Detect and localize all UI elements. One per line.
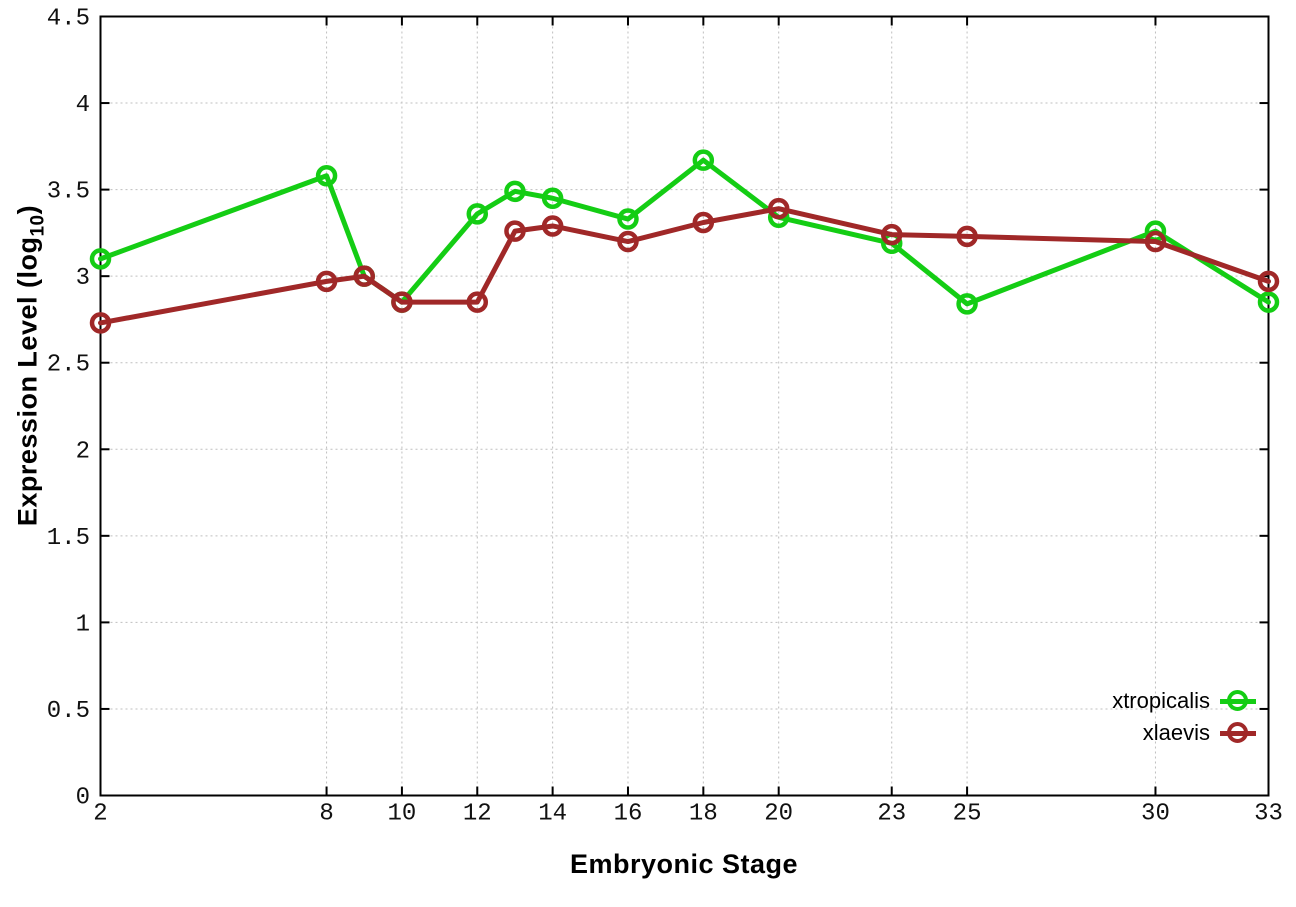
xtropicalis-line (98, 157, 1271, 307)
y-tick-label: 3.5 (47, 179, 90, 206)
x-tick-label: 18 (689, 801, 718, 828)
xtropicalis-point (89, 248, 112, 270)
x-tick-label: 23 (877, 801, 906, 828)
xlaevis-point (956, 225, 978, 248)
xlaevis-point (466, 291, 489, 313)
xlaevis-point (504, 220, 526, 242)
y-tick-label: 1.5 (47, 525, 90, 552)
legend-label-xtropicalis: xtropicalis (1112, 688, 1210, 713)
xlaevis-line-marker-icon (1220, 722, 1256, 744)
legend-label-xlaevis: xlaevis (1142, 720, 1210, 745)
x-tick-label: 30 (1141, 801, 1170, 828)
y-axis-title-main: Expression Level (log (12, 236, 43, 527)
y-tick-label: 4.5 (47, 6, 90, 33)
xlaevis-point (1257, 270, 1280, 293)
xlaevis-point (880, 223, 903, 246)
x-tick-label: 12 (463, 801, 492, 828)
y-axis-title: Expression Level (log10) (12, 66, 49, 666)
x-tick-label: 33 (1254, 801, 1283, 828)
x-tick-label: 25 (953, 801, 982, 828)
xtropicalis-point (692, 149, 715, 171)
y-tick-label: 0.5 (47, 698, 90, 725)
xtropicalis-point (956, 293, 978, 315)
y-tick-label: 0 (76, 785, 90, 812)
xlaevis-point (617, 230, 639, 253)
xlaevis-point (391, 291, 413, 313)
xlaevis-point (541, 215, 564, 237)
x-tick-label: 20 (764, 801, 793, 828)
x-tick-label: 2 (93, 801, 107, 828)
legend-entry-xlaevis: xlaevis (1112, 717, 1256, 749)
xtropicalis-point (466, 203, 489, 225)
xlaevis-line (98, 206, 1271, 326)
x-tick-label: 16 (614, 801, 643, 828)
xtropicalis-point (541, 187, 564, 210)
plot-border (99, 15, 1270, 797)
legend: xtropicalis xlaevis (1112, 685, 1256, 749)
y-tick-label: 2.5 (47, 352, 90, 379)
xlaevis-point (767, 197, 790, 220)
xlaevis-point (315, 270, 338, 293)
x-axis-title: Embryonic Stage (569, 849, 799, 879)
y-tick-label: 2 (76, 438, 90, 465)
x-tick-label: 8 (319, 801, 333, 828)
xtropicalis-point (315, 165, 338, 187)
y-axis-title-subscript: 10 (27, 214, 49, 237)
xlaevis-point (692, 211, 715, 234)
x-tick-label: 10 (388, 801, 417, 828)
xtropicalis-point (1257, 291, 1280, 313)
xtropicalis-point (504, 180, 526, 203)
xlaevis-point (353, 265, 375, 287)
xlaevis-point (89, 312, 112, 334)
xtropicalis-point (617, 208, 639, 230)
y-axis-title-close: ) (12, 204, 43, 215)
y-tick-label: 1 (76, 611, 90, 638)
xtropicalis-line-marker-icon (1220, 690, 1256, 712)
legend-entry-xtropicalis: xtropicalis (1112, 685, 1256, 717)
y-tick-label: 3 (76, 265, 90, 292)
y-tick-label: 4 (76, 92, 90, 119)
xlaevis-point (1144, 230, 1167, 253)
x-tick-label: 14 (538, 801, 567, 828)
